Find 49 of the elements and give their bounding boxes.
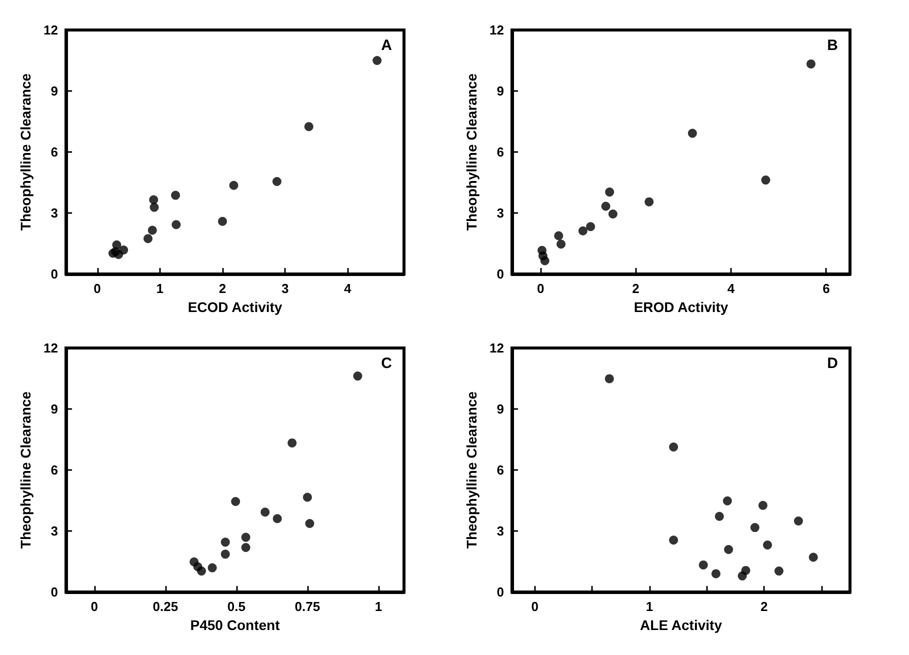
x-tick-label: 2 [218, 281, 226, 296]
x-tick-label: 0.25 [152, 599, 178, 614]
y-tick-label: 3 [50, 524, 58, 538]
x-axis-title: EROD Activity [634, 299, 728, 315]
x-tick-label: 1 [374, 599, 382, 614]
x-tick-label: 0 [90, 599, 98, 614]
y-tick-label: 6 [50, 144, 58, 160]
y-tick-label: 6 [496, 144, 504, 160]
annotation: C [381, 355, 392, 372]
y-axis-title: Theophylline Clearance [464, 391, 480, 549]
y-tick-label: 3 [496, 206, 504, 220]
y-axis-title: Theophylline Clearance [464, 73, 480, 231]
y-tick-label: 9 [496, 402, 504, 416]
y-tick-label: 0 [496, 266, 504, 282]
annotation: B [827, 37, 838, 54]
y-tick-label: 6 [496, 462, 504, 478]
x-tick-label: 4 [727, 281, 736, 296]
y-tick-label: 6 [50, 462, 58, 478]
x-tick-label: 3 [281, 281, 289, 296]
x-tick-label: 2 [760, 599, 768, 614]
x-tick-label: 1 [646, 599, 654, 614]
x-tick-label: 4 [344, 281, 352, 296]
y-tick-label: 9 [50, 402, 58, 416]
y-axis-title: Theophylline Clearance [18, 391, 34, 549]
y-tick-label: 12 [44, 340, 58, 356]
annotation: A [381, 37, 392, 54]
x-axis-title: ALE Activity [640, 617, 722, 633]
x-tick-label: 2 [632, 281, 640, 296]
y-tick-label: 3 [50, 206, 58, 220]
x-tick-label: 0.5 [227, 599, 246, 614]
y-tick-label: 0 [50, 266, 58, 282]
x-axis-title: ECOD Activity [188, 299, 282, 315]
x-tick-label: 0 [536, 281, 544, 296]
x-tick-label: 0.75 [294, 599, 320, 614]
x-axis-title: P450 Content [190, 617, 280, 633]
y-tick-label: 9 [496, 84, 504, 98]
x-tick-label: 1 [156, 281, 164, 296]
y-tick-label: 12 [490, 340, 504, 356]
y-tick-label: 12 [490, 22, 504, 38]
y-tick-label: 0 [50, 584, 58, 600]
x-tick-label: 0 [94, 281, 101, 296]
y-tick-label: 0 [496, 584, 504, 600]
x-tick-label: 6 [822, 281, 830, 296]
y-tick-label: 3 [496, 524, 504, 538]
x-tick-label: 0 [531, 599, 539, 614]
annotation: D [827, 355, 838, 372]
y-axis-title: Theophylline Clearance [18, 73, 34, 231]
y-tick-label: 12 [44, 22, 58, 38]
y-tick-label: 9 [50, 84, 58, 98]
